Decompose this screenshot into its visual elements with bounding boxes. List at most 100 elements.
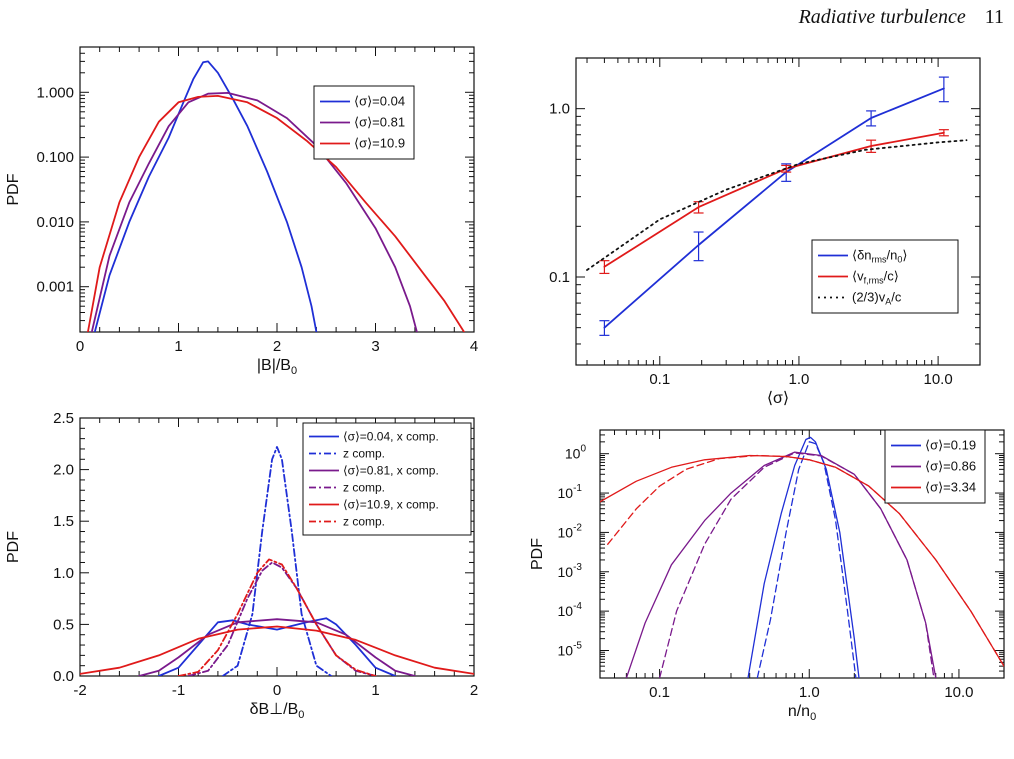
legend-label: ⟨σ⟩=10.9, x comp. (343, 498, 439, 512)
error-bar (938, 129, 949, 137)
series-line-4 (80, 625, 474, 675)
legend-label: z comp. (343, 447, 385, 461)
legend: ⟨σ⟩=0.04, x comp. z comp. ⟨σ⟩=0.81, x comp… (302, 422, 472, 536)
x-tick-label: 1.0 (799, 684, 820, 701)
plot-area (87, 60, 465, 332)
series-line-2 (625, 451, 937, 678)
plot-frame (575, 57, 981, 366)
legend: ⟨σ⟩=0.19 ⟨σ⟩=0.86 ⟨σ⟩=3.34 (884, 429, 986, 504)
plot-frame (79, 46, 475, 333)
series-line-5 (607, 454, 1004, 667)
page-header: Radiative turbulence 11 (799, 6, 1004, 29)
x-tick-label: 0.1 (649, 371, 670, 388)
y-axis-label: PDF (5, 531, 22, 563)
axis-ticks (576, 57, 981, 366)
chart-panel-br: 0.1 1.0 10.0 10-5 10-4 10-3 10-2 10-1 100 n/n0 PDF… (529, 429, 1005, 723)
y-tick-label: 1.0 (549, 101, 570, 118)
x-axis-label: δB⊥/B0 (250, 701, 305, 721)
legend-label: z comp. (343, 481, 385, 495)
y-tick-label: 0.5 (53, 616, 74, 633)
x-tick-label: 0 (76, 338, 84, 355)
chart-panel-tr: 0.1 1.0 10.00.11.0⟨σ⟩⟨δnrms/n0⟩⟨vf,rms/c⟩(… (549, 57, 981, 407)
x-tick-label: 1 (371, 682, 379, 699)
y-tick-label: 1.0 (53, 565, 74, 582)
plot-area (600, 436, 1004, 678)
y-tick-label: 0.0 (53, 668, 74, 685)
y-tick-label: 10-3 (558, 562, 583, 580)
series-line-2 (586, 139, 968, 271)
error-bar (866, 110, 877, 127)
x-tick-label: 4 (470, 338, 478, 355)
x-tick-label: 10.0 (944, 684, 973, 701)
legend: ⟨σ⟩=0.04 ⟨σ⟩=0.81 ⟨σ⟩=10.9 (313, 85, 415, 160)
y-tick-label: 0.1 (549, 269, 570, 286)
running-title: Radiative turbulence (798, 6, 966, 28)
x-tick-label: 0.1 (649, 684, 670, 701)
page-number: 11 (984, 6, 1004, 28)
legend-label: z comp. (343, 515, 385, 529)
legend-label: ⟨δnrms/n0⟩ (852, 248, 907, 265)
error-bar (781, 164, 792, 173)
series-line-5 (177, 558, 377, 676)
axis-ticks (599, 429, 1005, 679)
y-tick-label: 10-1 (558, 483, 583, 501)
series-line-3 (187, 561, 377, 676)
legend-label: ⟨σ⟩=0.04 (354, 94, 405, 109)
y-tick-label: 0.100 (36, 149, 74, 166)
x-tick-label: 2 (470, 682, 478, 699)
y-tick-label: 10-5 (558, 640, 583, 658)
x-tick-label: -2 (73, 682, 86, 699)
x-axis-label: n/n0 (788, 703, 816, 723)
y-tick-label: 2.0 (53, 462, 74, 479)
y-tick-label: 10-2 (558, 522, 583, 540)
error-bar (599, 320, 610, 336)
x-axis-label: |B|/B0 (257, 357, 297, 377)
series-line-0 (157, 617, 397, 676)
x-tick-label: 3 (371, 338, 379, 355)
legend-label: ⟨σ⟩=0.04, x comp. (343, 430, 439, 444)
x-tick-label: 1.0 (789, 371, 810, 388)
series-line-2 (138, 618, 416, 676)
plot-area (80, 446, 474, 676)
legend-label: ⟨σ⟩=0.19 (925, 438, 976, 453)
y-tick-label: 100 (565, 444, 587, 462)
y-axis-label: PDF (5, 173, 22, 205)
axis-ticks (79, 46, 475, 333)
x-axis-label: ⟨σ⟩ (767, 390, 789, 407)
error-bar (693, 231, 704, 262)
y-tick-label: 2.5 (53, 410, 74, 427)
y-tick-label: 1.000 (36, 84, 74, 101)
y-axis-label: PDF (529, 538, 546, 570)
legend-label: ⟨σ⟩=0.86 (925, 459, 976, 474)
legend-label: (2/3)vA/c (852, 290, 902, 307)
chart-panel-tl: 0 1 2 3 4 0.001 0.010 0.100 1.000 |B|/B0 PDF ⟨σ⟩=0.… (5, 46, 478, 377)
series-line-2 (87, 95, 465, 332)
legend-box (302, 422, 472, 536)
legend-label: ⟨σ⟩=0.81 (354, 115, 405, 130)
x-tick-label: 10.0 (924, 371, 953, 388)
chart-panel-bl: -2 -1 0 1 2 0.0 0.5 1.0 1.5 2.0 2.5 δB⊥/B0 PDF ⟨σ⟩=0.… (5, 410, 478, 721)
series-line-1 (90, 92, 418, 332)
error-bar (938, 76, 949, 103)
legend-label: ⟨σ⟩=3.34 (925, 480, 976, 495)
legend-label: ⟨σ⟩=0.81, x comp. (343, 464, 439, 478)
series-line-3 (658, 452, 935, 678)
x-tick-label: 0 (273, 682, 281, 699)
legend: ⟨δnrms/n0⟩⟨vf,rms/c⟩(2/3)vA/c (811, 239, 959, 314)
y-tick-label: 1.5 (53, 513, 74, 530)
x-tick-label: 1 (174, 338, 182, 355)
y-tick-label: 0.001 (36, 279, 74, 296)
y-tick-label: 0.010 (36, 214, 74, 231)
legend-label: ⟨σ⟩=10.9 (354, 136, 405, 151)
error-bar (866, 139, 877, 153)
legend-box (313, 85, 415, 160)
plot-area (586, 76, 968, 336)
series-line-1 (221, 446, 333, 676)
x-tick-label: -1 (172, 682, 185, 699)
series-line-0 (747, 436, 860, 678)
series-line-0 (93, 60, 318, 332)
y-tick-label: 10-4 (558, 601, 583, 619)
x-tick-label: 2 (273, 338, 281, 355)
error-bar (599, 260, 610, 275)
